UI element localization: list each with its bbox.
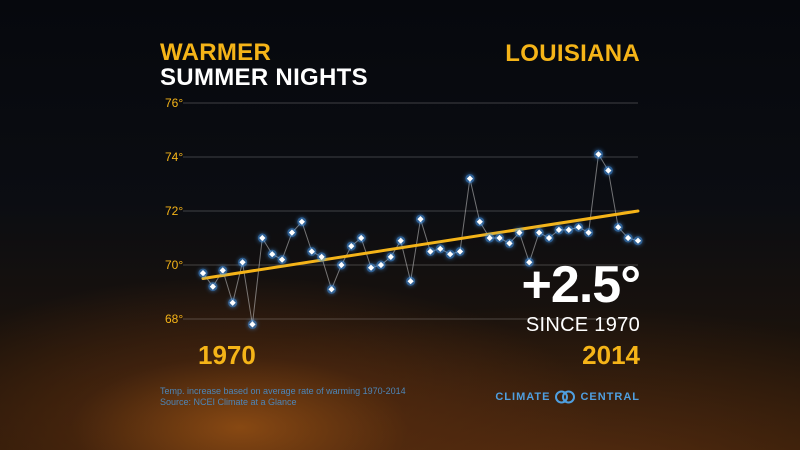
data-point bbox=[257, 233, 267, 243]
data-point bbox=[277, 255, 287, 265]
data-point bbox=[465, 174, 475, 184]
data-point bbox=[416, 214, 425, 224]
data-point bbox=[554, 225, 564, 235]
data-point bbox=[633, 236, 643, 246]
title-line-2: SUMMER NIGHTS bbox=[160, 64, 368, 91]
data-point bbox=[593, 149, 603, 159]
data-point bbox=[475, 217, 485, 227]
data-point bbox=[534, 228, 544, 238]
chart-title: WARMER SUMMER NIGHTS bbox=[160, 40, 368, 90]
data-point bbox=[208, 282, 218, 292]
data-point bbox=[574, 222, 584, 232]
data-point bbox=[327, 284, 337, 294]
data-point bbox=[406, 276, 416, 286]
data-point bbox=[603, 166, 613, 175]
data-point bbox=[307, 247, 317, 256]
y-tick-label: 70° bbox=[165, 258, 183, 272]
y-tick-label: 72° bbox=[165, 204, 183, 218]
data-point bbox=[455, 247, 465, 256]
data-point bbox=[356, 233, 366, 243]
data-point bbox=[445, 249, 455, 259]
logo-rings-icon bbox=[554, 390, 576, 404]
data-point bbox=[435, 244, 445, 254]
logo-text-right: CENTRAL bbox=[580, 391, 640, 403]
data-point bbox=[524, 257, 534, 267]
climate-central-logo: CLIMATE CENTRAL bbox=[495, 390, 640, 404]
data-point bbox=[613, 222, 623, 232]
data-point bbox=[564, 225, 574, 235]
data-point bbox=[584, 228, 594, 238]
data-point bbox=[287, 228, 297, 238]
data-point bbox=[238, 257, 248, 267]
data-point bbox=[297, 217, 307, 227]
data-point bbox=[514, 228, 524, 238]
data-point bbox=[198, 268, 208, 278]
title-line-1: WARMER bbox=[160, 39, 272, 66]
trend-line bbox=[201, 209, 640, 280]
data-point bbox=[495, 233, 505, 243]
start-year-label: 1970 bbox=[198, 340, 256, 370]
data-point bbox=[396, 236, 406, 246]
y-tick-label: 68° bbox=[165, 312, 183, 326]
data-point bbox=[504, 238, 514, 248]
data-point bbox=[485, 233, 495, 243]
data-point bbox=[623, 233, 633, 243]
data-point bbox=[386, 252, 396, 262]
location-label: LOUISIANA bbox=[505, 40, 640, 67]
data-point bbox=[317, 252, 327, 262]
data-point bbox=[267, 249, 277, 259]
footnotes: Temp. increase based on average rate of … bbox=[160, 386, 406, 408]
data-point bbox=[346, 241, 356, 251]
data-point bbox=[366, 263, 376, 273]
temperature-change: +2.5° bbox=[521, 256, 641, 314]
logo-text-left: CLIMATE bbox=[495, 391, 551, 403]
data-point bbox=[544, 233, 554, 243]
data-point bbox=[376, 260, 386, 270]
source-note: Source: NCEI Climate at a Glance bbox=[160, 397, 297, 407]
y-tick-label: 74° bbox=[165, 150, 183, 164]
data-point bbox=[336, 260, 346, 270]
data-point bbox=[425, 247, 435, 256]
y-tick-label: 76° bbox=[165, 96, 183, 110]
data-point bbox=[218, 265, 228, 275]
method-note: Temp. increase based on average rate of … bbox=[160, 386, 406, 396]
data-point bbox=[247, 319, 257, 329]
since-label: SINCE 1970 bbox=[525, 314, 640, 336]
data-point bbox=[228, 298, 238, 308]
end-year-label: 2014 bbox=[582, 340, 640, 370]
